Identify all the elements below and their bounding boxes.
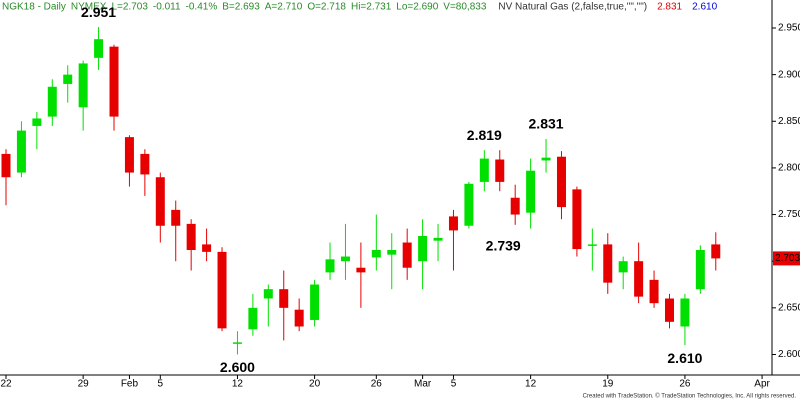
y-tick-label: 2.900 xyxy=(778,69,800,80)
y-tick-label: 2.650 xyxy=(778,302,800,313)
candle-body xyxy=(371,250,381,258)
candle-body xyxy=(47,86,57,117)
candle-body xyxy=(32,118,42,126)
x-tick-label: Apr xyxy=(754,379,770,390)
candle-body xyxy=(155,177,165,226)
candle-body xyxy=(232,342,242,344)
header-item: O=2.718 xyxy=(307,2,346,13)
candle-body xyxy=(109,46,119,117)
annotation: 2.951 xyxy=(81,4,116,20)
x-tick-label: 26 xyxy=(371,379,383,390)
x-tick-label: 22 xyxy=(0,379,12,390)
candle-body xyxy=(418,236,428,262)
candle-body xyxy=(526,170,536,213)
candle-body xyxy=(680,298,690,327)
header-item: A=2.710 xyxy=(265,2,303,13)
candle-body xyxy=(618,261,628,273)
candle-body xyxy=(279,289,289,308)
x-tick-label: 12 xyxy=(232,379,244,390)
header-item: Lo=2.690 xyxy=(396,2,438,13)
candle-body xyxy=(572,189,582,250)
candle-body xyxy=(649,279,659,304)
candle-body xyxy=(634,261,644,297)
x-tick-label: 12 xyxy=(525,379,537,390)
candle-body xyxy=(556,156,566,208)
annotation: 2.610 xyxy=(667,350,702,366)
x-tick-label: Mar xyxy=(414,379,432,390)
candle-body xyxy=(124,137,134,173)
annotation: 2.831 xyxy=(529,116,564,132)
candle-body xyxy=(140,153,150,175)
candle-body xyxy=(1,153,11,178)
annotation: 2.739 xyxy=(486,238,521,254)
x-tick-label: 26 xyxy=(679,379,691,390)
candle-body xyxy=(495,159,505,182)
candle-body xyxy=(171,209,181,226)
candle-body xyxy=(310,284,320,320)
header-item: Hi=2.731 xyxy=(351,2,392,13)
candle-body xyxy=(448,216,458,231)
candle-body xyxy=(356,267,366,273)
annotation: 2.819 xyxy=(467,127,502,143)
candle-body xyxy=(217,251,227,329)
candle-body xyxy=(695,250,705,290)
candle-body xyxy=(541,157,551,161)
candle-body xyxy=(387,250,397,255)
header-item: L=2.703 xyxy=(111,2,148,13)
x-tick-label: 5 xyxy=(158,379,164,390)
y-tick-label: 2.600 xyxy=(778,349,800,360)
candle-body xyxy=(63,74,73,84)
candle-body xyxy=(186,223,196,250)
annotation: 2.600 xyxy=(220,359,255,375)
header-item: V=80,833 xyxy=(443,2,487,13)
candle-body xyxy=(94,39,104,58)
last-price-label: 2.703 xyxy=(775,253,800,264)
candle-body xyxy=(587,244,597,246)
header-item: NGK18 - Daily xyxy=(2,2,66,13)
header-item: NYMEX xyxy=(71,2,107,13)
candle-body xyxy=(16,130,26,173)
candle-body xyxy=(340,256,350,262)
y-tick-label: 2.800 xyxy=(778,163,800,174)
y-tick-label: 2.750 xyxy=(778,209,800,220)
candle-body xyxy=(464,183,474,226)
candle-body xyxy=(78,63,88,108)
header-item: NV Natural Gas (2,false,true,"","") xyxy=(498,2,647,13)
candle-body xyxy=(433,237,443,241)
x-tick-label: 29 xyxy=(78,379,90,390)
candle-body xyxy=(202,244,212,252)
candle-body xyxy=(325,259,335,273)
candle-body xyxy=(664,298,674,322)
x-tick-label: 20 xyxy=(309,379,321,390)
candle-body xyxy=(402,242,412,268)
header-item: 2.610 xyxy=(692,2,717,13)
header-item: -0.011 xyxy=(153,2,181,13)
candle-body xyxy=(603,244,613,283)
x-tick-label: Feb xyxy=(121,379,139,390)
x-tick-label: 19 xyxy=(602,379,614,390)
candle-body xyxy=(294,309,304,327)
candle-body xyxy=(479,158,489,182)
candle-body xyxy=(248,307,258,330)
x-tick-label: 5 xyxy=(451,379,457,390)
candle-body xyxy=(263,289,273,299)
candle-body xyxy=(510,197,520,215)
footer: Created with TradeStation. © TradeStatio… xyxy=(583,393,797,400)
header-item: 2.831 xyxy=(657,2,682,13)
header-item: B=2.693 xyxy=(222,2,260,13)
header-item: -0.41% xyxy=(186,2,218,13)
y-tick-label: 2.850 xyxy=(778,116,800,127)
last-price-box xyxy=(773,251,800,266)
y-tick-label: 2.950 xyxy=(778,23,800,34)
candle-body xyxy=(711,244,721,259)
